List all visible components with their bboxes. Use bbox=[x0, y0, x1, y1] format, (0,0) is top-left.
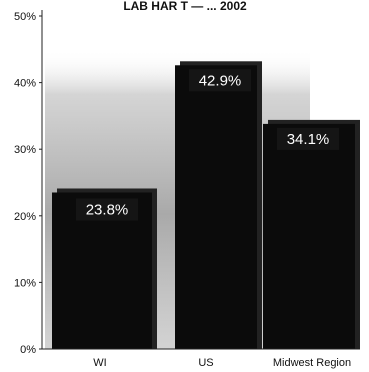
y-tick-label: 50% bbox=[14, 11, 36, 23]
bar bbox=[263, 123, 355, 349]
x-category-label: US bbox=[198, 357, 213, 369]
bar bbox=[175, 65, 257, 349]
x-labels-group: WI US Midwest Region bbox=[93, 357, 351, 369]
y-tick-label: 20% bbox=[14, 211, 36, 223]
y-tick-label: 0% bbox=[20, 344, 36, 356]
data-label-box bbox=[189, 69, 251, 92]
x-category-label: Midwest Region bbox=[273, 357, 351, 369]
data-label-boxes bbox=[76, 69, 339, 221]
x-category-label: WI bbox=[93, 357, 106, 369]
y-tick-label: 30% bbox=[14, 144, 36, 156]
y-tick-label: 10% bbox=[14, 277, 36, 289]
y-ticks-group: 0% 10% 20% 30% 40% 50% bbox=[14, 11, 42, 356]
y-tick-label: 40% bbox=[14, 78, 36, 90]
bars-group bbox=[52, 61, 360, 349]
data-label-box bbox=[76, 198, 138, 221]
data-label-box bbox=[277, 127, 339, 150]
data-label: 34.1% bbox=[287, 131, 330, 148]
data-label: 23.8% bbox=[86, 201, 129, 218]
data-label: 42.9% bbox=[199, 72, 242, 89]
axes-group bbox=[41, 10, 360, 350]
chart-header-text: LAB HAR T — ... 2002 bbox=[123, 0, 247, 13]
data-labels-group: 23.8% 42.9% 34.1% bbox=[86, 72, 330, 218]
